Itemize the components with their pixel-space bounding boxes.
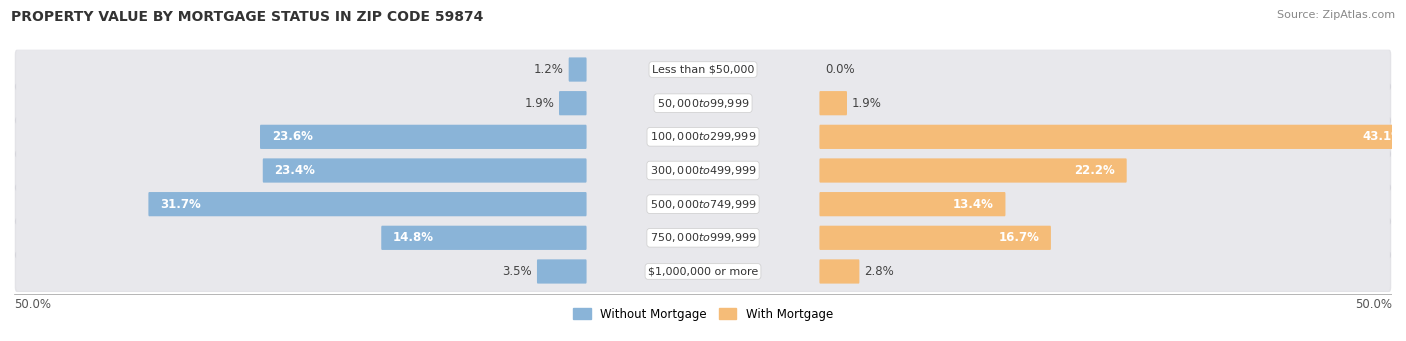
Text: $300,000 to $499,999: $300,000 to $499,999	[650, 164, 756, 177]
Text: 16.7%: 16.7%	[998, 231, 1039, 244]
Text: 3.5%: 3.5%	[502, 265, 531, 278]
Text: 43.1%: 43.1%	[1362, 130, 1403, 143]
FancyBboxPatch shape	[568, 57, 586, 81]
Text: 31.7%: 31.7%	[160, 198, 201, 211]
Text: PROPERTY VALUE BY MORTGAGE STATUS IN ZIP CODE 59874: PROPERTY VALUE BY MORTGAGE STATUS IN ZIP…	[11, 10, 484, 24]
FancyBboxPatch shape	[820, 158, 1126, 183]
FancyBboxPatch shape	[15, 84, 1391, 123]
FancyBboxPatch shape	[14, 50, 1392, 90]
FancyBboxPatch shape	[820, 192, 1005, 216]
FancyBboxPatch shape	[260, 125, 586, 149]
Text: $750,000 to $999,999: $750,000 to $999,999	[650, 231, 756, 244]
FancyBboxPatch shape	[149, 192, 586, 216]
FancyBboxPatch shape	[537, 260, 586, 284]
Legend: Without Mortgage, With Mortgage: Without Mortgage, With Mortgage	[568, 303, 838, 325]
FancyBboxPatch shape	[15, 151, 1391, 190]
FancyBboxPatch shape	[820, 91, 846, 115]
Text: 13.4%: 13.4%	[953, 198, 994, 211]
FancyBboxPatch shape	[381, 226, 586, 250]
FancyBboxPatch shape	[15, 218, 1391, 257]
FancyBboxPatch shape	[15, 117, 1391, 157]
FancyBboxPatch shape	[15, 252, 1391, 291]
Text: $50,000 to $99,999: $50,000 to $99,999	[657, 97, 749, 110]
FancyBboxPatch shape	[14, 252, 1392, 292]
FancyBboxPatch shape	[820, 125, 1406, 149]
Text: Source: ZipAtlas.com: Source: ZipAtlas.com	[1277, 10, 1395, 20]
Text: $100,000 to $299,999: $100,000 to $299,999	[650, 130, 756, 143]
Text: 0.0%: 0.0%	[825, 63, 855, 76]
FancyBboxPatch shape	[14, 151, 1392, 191]
FancyBboxPatch shape	[14, 184, 1392, 225]
Text: 1.9%: 1.9%	[852, 97, 882, 110]
FancyBboxPatch shape	[820, 226, 1050, 250]
Text: Less than $50,000: Less than $50,000	[652, 64, 754, 75]
FancyBboxPatch shape	[820, 260, 859, 284]
FancyBboxPatch shape	[15, 184, 1391, 224]
Text: $1,000,000 or more: $1,000,000 or more	[648, 266, 758, 277]
Text: 23.4%: 23.4%	[274, 164, 315, 177]
FancyBboxPatch shape	[14, 218, 1392, 258]
Text: 1.2%: 1.2%	[534, 63, 564, 76]
Text: 14.8%: 14.8%	[392, 231, 434, 244]
Text: 1.9%: 1.9%	[524, 97, 554, 110]
Text: 50.0%: 50.0%	[1355, 298, 1392, 311]
Text: 50.0%: 50.0%	[14, 298, 51, 311]
Text: 22.2%: 22.2%	[1074, 164, 1115, 177]
FancyBboxPatch shape	[15, 50, 1391, 89]
Text: $500,000 to $749,999: $500,000 to $749,999	[650, 198, 756, 211]
Text: 23.6%: 23.6%	[271, 130, 312, 143]
FancyBboxPatch shape	[14, 117, 1392, 158]
FancyBboxPatch shape	[14, 83, 1392, 124]
FancyBboxPatch shape	[263, 158, 586, 183]
Text: 2.8%: 2.8%	[865, 265, 894, 278]
FancyBboxPatch shape	[560, 91, 586, 115]
